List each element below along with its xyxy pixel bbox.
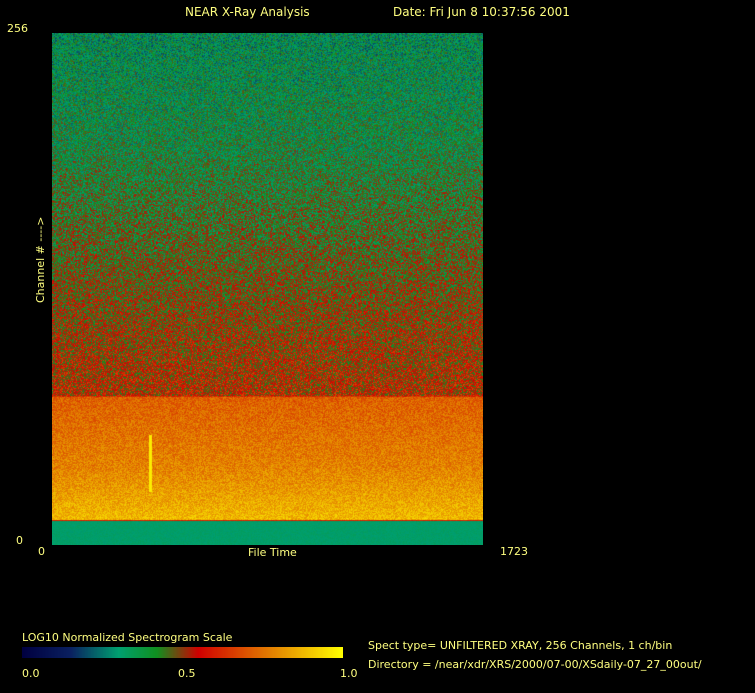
colorbar-tick-0: 0.0 [22, 667, 40, 680]
x-axis-label: File Time [248, 546, 297, 559]
spect-type-info: Spect type= UNFILTERED XRAY, 256 Channel… [368, 639, 672, 652]
chart-title: NEAR X-Ray Analysis [185, 5, 310, 19]
y-axis-label: Channel # ----> [34, 217, 47, 303]
colorbar [22, 647, 343, 658]
directory-info: Directory = /near/xdr/XRS/2000/07-00/XSd… [368, 658, 702, 671]
colorbar-tick-1: 1.0 [340, 667, 358, 680]
y-tick-max: 256 [7, 22, 28, 35]
x-tick-max: 1723 [500, 545, 528, 558]
colorbar-label: LOG10 Normalized Spectrogram Scale [22, 631, 232, 644]
x-tick-min: 0 [38, 545, 45, 558]
colorbar-tick-05: 0.5 [178, 667, 196, 680]
spectrogram-heatmap [52, 33, 483, 545]
date-label: Date: Fri Jun 8 10:37:56 2001 [393, 5, 570, 19]
y-tick-min: 0 [16, 534, 23, 547]
